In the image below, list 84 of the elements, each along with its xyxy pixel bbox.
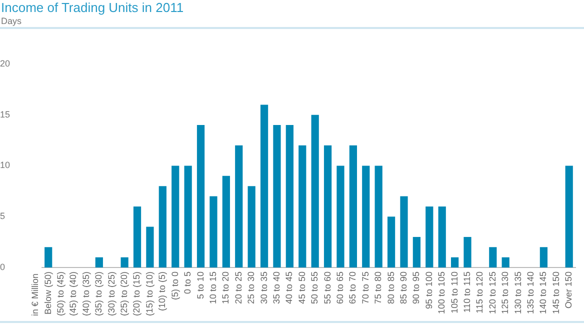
x-tick-label: 15 to 20 [220, 271, 231, 304]
x-tick-label: 20 to 25 [233, 271, 244, 304]
bar [412, 236, 420, 268]
y-axis-title: Days [1, 16, 22, 26]
x-tick-label: (45) to (40) [68, 271, 78, 316]
x-tick-label: (15) to (10) [144, 271, 154, 316]
bar [362, 166, 370, 268]
x-tick-label: (10) to (5) [157, 271, 168, 311]
y-tick-label: 20 [0, 58, 10, 68]
bar [184, 166, 192, 268]
x-tick-label: 0 to 5 [182, 271, 193, 294]
x-tick-label: 10 to 15 [208, 271, 218, 304]
x-tick-label: 85 to 90 [398, 271, 408, 304]
bar [210, 196, 218, 268]
x-tick-label: 55 to 60 [322, 271, 332, 304]
x-tick-label: Below (50) [42, 271, 53, 315]
bar [400, 196, 408, 268]
x-tick-label: Over 150 [564, 271, 574, 309]
x-tick-label: 95 to 100 [424, 271, 434, 310]
x-tick-label: 125 to 130 [500, 271, 510, 314]
bar [235, 145, 243, 268]
bar [248, 186, 256, 268]
bar [565, 166, 573, 268]
bar [387, 216, 396, 268]
bar [286, 125, 294, 268]
x-tick-label: 40 to 45 [284, 271, 294, 304]
text: in € Million [30, 273, 40, 316]
x-tick-label: 140 to 145 [538, 271, 548, 314]
x-tick-label: 75 to 80 [373, 271, 384, 304]
y-tick-label: 5 [0, 211, 6, 222]
bar [489, 247, 497, 268]
x-tick-label: 130 to 135 [512, 271, 523, 314]
x-tick-label: 80 to 85 [386, 271, 396, 304]
x-tick-label: (5) to 0 [170, 271, 180, 300]
bar [298, 145, 306, 268]
x-tick-label: (50) to (45) [56, 271, 66, 316]
bar [273, 125, 281, 268]
bar [95, 257, 103, 268]
bar [374, 166, 382, 268]
bar [349, 145, 357, 268]
x-tick-label: 35 to 40 [271, 271, 282, 304]
y-tick-label: 10 [0, 160, 10, 170]
bar [222, 176, 230, 268]
bar [502, 257, 510, 268]
y-tick-label: 0 [0, 262, 6, 272]
bar [120, 257, 128, 268]
y-tick-label: 15 [0, 109, 10, 120]
x-tick-label: (20) to (15) [132, 271, 142, 316]
bar [426, 206, 434, 268]
x-tick-label: 145 to 150 [550, 271, 561, 314]
bar [311, 114, 319, 268]
chart-title: Income of Trading Units in 2011 [1, 0, 184, 15]
x-tick-label: (40) to (35) [80, 271, 91, 316]
bar [450, 257, 459, 268]
x-tick-label: 120 to 125 [487, 271, 498, 314]
x-tick-label: (35) to (30) [94, 271, 104, 316]
bar [196, 125, 205, 268]
bar [172, 166, 180, 268]
bar [464, 236, 472, 268]
bar [324, 145, 332, 268]
x-tick-label: (30) to (25) [106, 271, 116, 316]
x-tick-label: 60 to 65 [334, 271, 345, 304]
x-tick-label: 100 to 105 [436, 271, 447, 314]
bar [158, 186, 166, 268]
x-tick-label: 90 to 95 [411, 271, 422, 304]
bar [146, 226, 154, 268]
bar [438, 206, 446, 268]
x-tick-label: 105 to 110 [449, 271, 460, 314]
x-tick-label: 25 to 30 [246, 271, 256, 304]
bar [133, 206, 142, 268]
x-tick-label: 70 to 75 [360, 271, 370, 304]
bar [540, 247, 548, 268]
x-tick-label: 50 to 55 [310, 271, 320, 304]
x-tick-label: 30 to 35 [258, 271, 269, 304]
x-tick-label: (25) to (20) [119, 271, 130, 316]
x-tick-label: 135 to 140 [525, 271, 536, 314]
x-tick-label: 65 to 70 [348, 271, 358, 304]
bar [336, 166, 344, 268]
x-tick-label: 45 to 50 [296, 271, 307, 304]
bar [260, 104, 268, 268]
x-tick-label: 5 to 10 [195, 271, 206, 300]
bar [44, 247, 52, 268]
x-tick-label: 110 to 115 [462, 271, 472, 313]
x-tick-label: 115 to 120 [474, 271, 485, 314]
